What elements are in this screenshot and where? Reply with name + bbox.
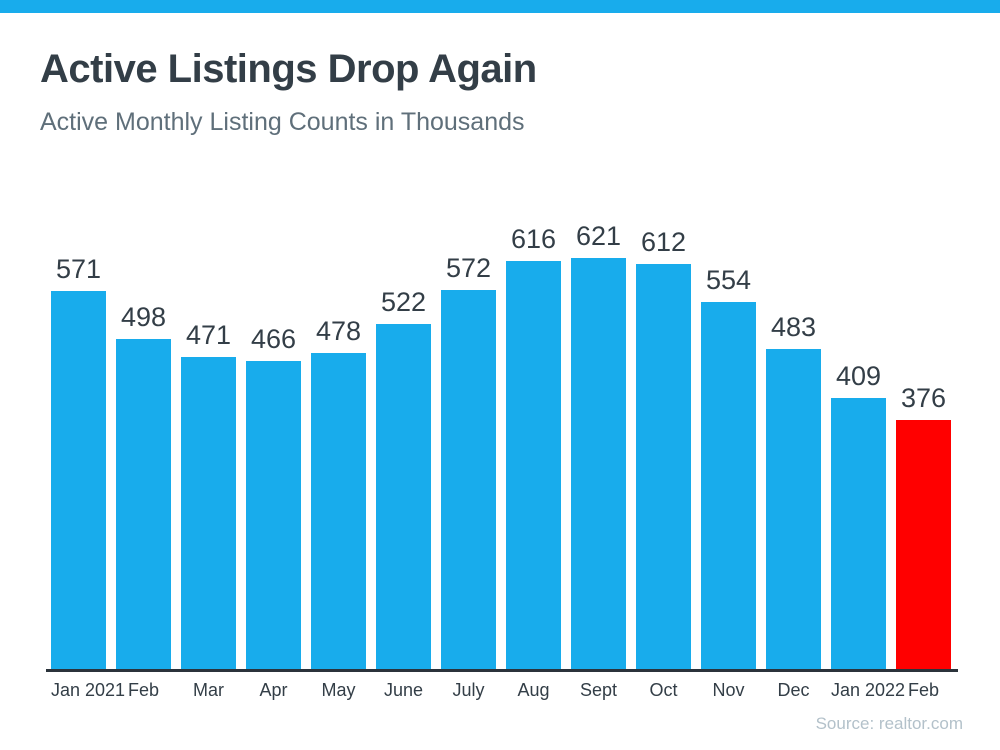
bar-value-label: 471 <box>185 320 232 350</box>
source-attribution: Source: realtor.com <box>815 714 963 733</box>
x-axis-tick-label: Feb <box>907 680 940 700</box>
bar-value-label: 478 <box>315 316 362 346</box>
x-axis-tick-label: Dec <box>777 680 810 700</box>
bar-column: 616 <box>506 224 561 669</box>
x-axis-tick-label: Jan 2021 <box>51 680 126 700</box>
bar <box>116 339 171 669</box>
bar-column: 478 <box>311 316 366 669</box>
bar-value-label: 498 <box>120 302 167 332</box>
bar <box>636 264 691 669</box>
bar-column: 571 <box>51 254 106 669</box>
bar-value-label: 554 <box>705 265 752 295</box>
x-axis-tick-label: Jan 2022 <box>831 680 906 700</box>
bar <box>506 261 561 669</box>
bar-column: 522 <box>376 287 431 669</box>
x-axis-tick-label: May <box>321 680 356 700</box>
x-axis-tick-label: Nov <box>712 680 745 700</box>
bar <box>441 290 496 669</box>
bar-value-label: 522 <box>380 287 427 317</box>
bar <box>246 361 301 669</box>
bar-value-label: 616 <box>510 224 557 254</box>
bar-value-label: 466 <box>250 324 297 354</box>
bar-value-label: 409 <box>835 361 882 391</box>
bar-highlighted <box>896 420 951 669</box>
bar-column: 409 <box>831 361 886 669</box>
bar-value-label: 621 <box>575 221 622 251</box>
bar-value-label: 483 <box>770 312 817 342</box>
bar-value-label: 376 <box>900 383 947 413</box>
bar-column: 483 <box>766 312 821 669</box>
x-axis-labels: Jan 2021 Feb Mar Apr May June July Aug Sept Oct No… <box>51 680 951 701</box>
bar-column: 612 <box>636 227 691 669</box>
bar <box>181 357 236 669</box>
x-axis-tick-label: July <box>452 680 485 700</box>
bar <box>51 291 106 669</box>
bar <box>571 258 626 669</box>
x-axis-tick-label: Feb <box>127 680 160 700</box>
page-subtitle: Active Monthly Listing Counts in Thousan… <box>40 108 525 136</box>
bar <box>376 324 431 669</box>
x-axis-tick-label: Mar <box>193 680 224 700</box>
bar-value-label: 572 <box>445 253 492 283</box>
x-axis-line <box>46 669 958 672</box>
x-axis-tick-label: Aug <box>517 680 550 700</box>
bar-value-label: 612 <box>640 227 687 257</box>
bar-column: 572 <box>441 253 496 669</box>
bar-column: 376 <box>896 383 951 669</box>
bar-column: 498 <box>116 302 171 669</box>
bar-column: 466 <box>246 324 301 669</box>
x-axis-tick-label: Sept <box>579 680 618 700</box>
x-axis-tick-label: June <box>383 680 424 700</box>
bar <box>831 398 886 669</box>
x-axis-tick-label: Apr <box>259 680 288 700</box>
page-title: Active Listings Drop Again <box>40 47 537 91</box>
bar-column: 554 <box>701 265 756 669</box>
bars-row: 571 498 471 466 478 522 572 616 621 612 554 483 409 3… <box>51 209 951 669</box>
bar <box>701 302 756 669</box>
x-axis-tick-label: Oct <box>649 680 678 700</box>
bar-column: 471 <box>181 320 236 669</box>
bar-value-label: 571 <box>55 254 102 284</box>
top-accent-bar <box>0 0 1000 13</box>
bar <box>311 353 366 669</box>
bar-column: 621 <box>571 221 626 669</box>
bar <box>766 349 821 669</box>
